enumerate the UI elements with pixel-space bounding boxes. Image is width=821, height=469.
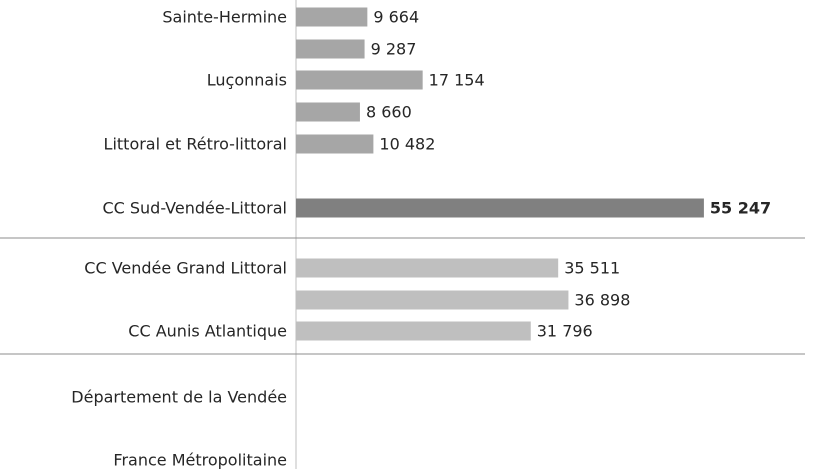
bar (296, 198, 704, 218)
bar (296, 102, 360, 122)
bar (296, 258, 559, 278)
category-label: CC Sud-Vendée-Littoral (102, 199, 287, 218)
bar (296, 70, 423, 90)
category-label: Département de la Vendée (71, 388, 287, 407)
bar (296, 7, 368, 27)
category-label: CC Vendée Grand Littoral (84, 259, 287, 278)
category-label: France Métropolitaine (113, 451, 287, 469)
value-label: 9 664 (373, 8, 419, 27)
bar (296, 321, 531, 341)
category-label: Sainte-Hermine (162, 8, 287, 27)
value-label: 35 511 (564, 259, 620, 278)
value-label: 9 287 (371, 40, 417, 59)
category-label: CC Aunis Atlantique (128, 322, 287, 341)
value-label: 31 796 (537, 322, 593, 341)
value-label: 36 898 (574, 291, 630, 310)
category-label: Littoral et Rétro-littoral (104, 135, 287, 154)
category-label: Luçonnais (207, 71, 287, 90)
value-label: 17 154 (429, 71, 485, 90)
bar (296, 134, 374, 154)
value-label: 10 482 (379, 135, 435, 154)
bar (296, 39, 365, 59)
value-label: 8 660 (366, 103, 412, 122)
value-label: 55 247 (710, 199, 771, 218)
bar (296, 290, 569, 310)
